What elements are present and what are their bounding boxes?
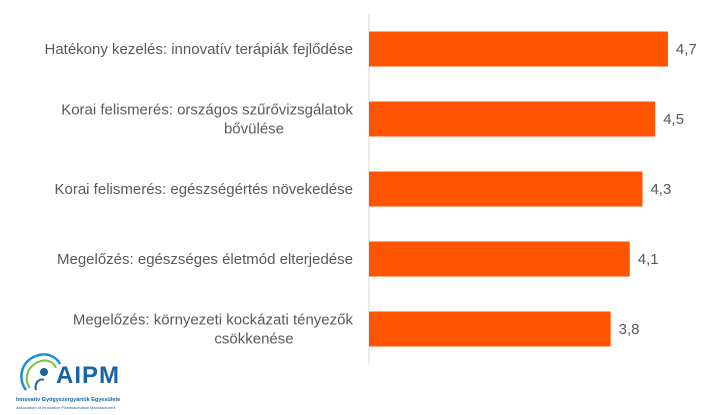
data-label: 4,1 [638, 251, 659, 268]
category-label: Hatékony kezelés: innovatív terápiák fej… [44, 41, 353, 58]
bar [369, 31, 668, 67]
category-label-line: Megelőzés: környezeti kockázati tényezők [73, 312, 354, 329]
bar [369, 171, 643, 207]
category-label: Korai felismerés: országos szűrővizsgála… [61, 102, 353, 138]
category-label: Megelőzés: egészséges életmód elterjedés… [57, 251, 353, 268]
category-label-line: Hatékony kezelés: innovatív terápiák fej… [44, 41, 353, 58]
bar [369, 241, 630, 277]
logo-subtitle-en: Association of Innovative Pharmaceutical… [16, 405, 116, 410]
aipm-logo: AIPM Innovatív Gyógyszergyártók Egyesüle… [14, 350, 154, 412]
category-label-line: csökkenése [214, 331, 293, 348]
category-label: Megelőzés: környezeti kockázati tényezők… [73, 312, 354, 348]
data-label: 4,7 [676, 41, 697, 58]
bar [369, 311, 611, 347]
category-label-line: Megelőzés: egészséges életmód elterjedés… [57, 251, 353, 268]
data-label: 3,8 [619, 321, 640, 338]
logo-subtitle: Innovatív Gyógyszergyártók Egyesülete [16, 397, 121, 403]
category-label-line: bővülése [224, 121, 284, 138]
category-label: Korai felismerés: egészségértés növekedé… [55, 181, 354, 198]
category-label-line: Korai felismerés: országos szűrővizsgála… [61, 102, 353, 119]
data-label: 4,5 [663, 111, 684, 128]
bar [369, 101, 656, 137]
logo-name: AIPM [56, 362, 120, 389]
category-label-line: Korai felismerés: egészségértés növekedé… [55, 181, 354, 198]
aipm-logo-mark-icon [20, 353, 62, 391]
data-label: 4,3 [650, 181, 671, 198]
